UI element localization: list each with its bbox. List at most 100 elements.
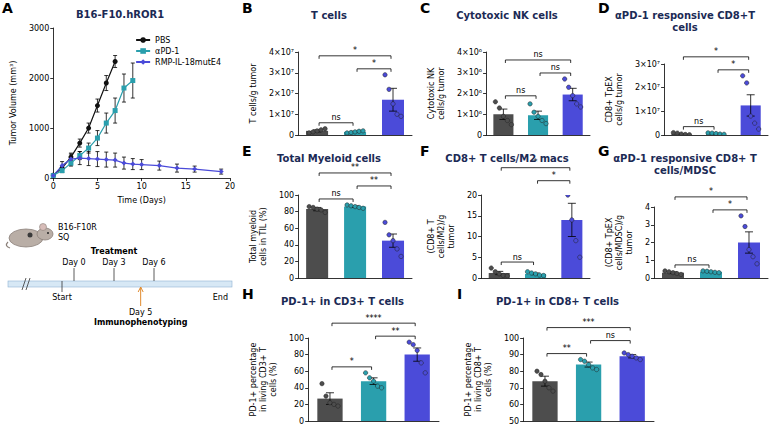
svg-text:100: 100 bbox=[504, 334, 519, 343]
svg-text:3×10⁷: 3×10⁷ bbox=[269, 68, 294, 77]
svg-text:15: 15 bbox=[181, 182, 191, 191]
svg-text:tumor: tumor bbox=[625, 230, 634, 255]
svg-text:20: 20 bbox=[284, 257, 294, 266]
svg-text:2: 2 bbox=[645, 238, 650, 247]
svg-text:5: 5 bbox=[95, 182, 100, 191]
svg-text:*: * bbox=[552, 171, 556, 180]
svg-text:0: 0 bbox=[44, 174, 49, 183]
svg-text:**: ** bbox=[351, 163, 359, 172]
svg-text:Total Myeloid cells: Total Myeloid cells bbox=[277, 153, 381, 164]
svg-text:**: ** bbox=[391, 327, 399, 336]
svg-text:**: ** bbox=[563, 344, 571, 353]
svg-text:in living CD8+ T: in living CD8+ T bbox=[474, 347, 483, 412]
svg-text:10: 10 bbox=[467, 232, 477, 241]
svg-text:αPD-1 responsive CD8+ T: αPD-1 responsive CD8+ T bbox=[613, 153, 757, 164]
svg-text:cells/MDSC: cells/MDSC bbox=[654, 165, 716, 176]
svg-text:Day 3: Day 3 bbox=[102, 258, 125, 267]
svg-text:5: 5 bbox=[472, 253, 477, 262]
svg-text:0: 0 bbox=[51, 182, 56, 191]
svg-text:(CD8+ T: (CD8+ T bbox=[427, 219, 436, 253]
svg-text:20: 20 bbox=[294, 400, 304, 409]
svg-text:100: 100 bbox=[289, 334, 304, 343]
svg-text:cells: cells bbox=[672, 22, 698, 33]
svg-text:cells in TIL (%): cells in TIL (%) bbox=[259, 207, 268, 265]
svg-text:SQ: SQ bbox=[58, 233, 69, 242]
svg-text:Total myeloid: Total myeloid bbox=[249, 210, 258, 264]
svg-text:A: A bbox=[2, 0, 13, 16]
svg-text:cells/MDSC)/g: cells/MDSC)/g bbox=[615, 215, 624, 270]
svg-text:PD-1+ percentage: PD-1+ percentage bbox=[249, 343, 258, 417]
svg-text:cells/g tumor: cells/g tumor bbox=[615, 73, 624, 126]
svg-text:H: H bbox=[242, 286, 254, 302]
svg-text:*: * bbox=[353, 46, 357, 55]
svg-text:*: * bbox=[709, 187, 713, 196]
svg-text:100: 100 bbox=[279, 191, 294, 200]
svg-text:15: 15 bbox=[467, 211, 477, 220]
svg-text:0: 0 bbox=[472, 274, 477, 283]
svg-text:ns: ns bbox=[331, 113, 340, 122]
svg-text:10: 10 bbox=[137, 182, 147, 191]
svg-text:D: D bbox=[598, 0, 610, 16]
svg-text:70: 70 bbox=[509, 383, 519, 392]
svg-text:ns: ns bbox=[513, 253, 522, 262]
svg-text:*: * bbox=[714, 47, 718, 56]
svg-text:cells (%): cells (%) bbox=[269, 362, 278, 396]
svg-text:B16-F10.hROR1: B16-F10.hROR1 bbox=[76, 9, 164, 20]
svg-text:E: E bbox=[242, 143, 252, 159]
svg-text:B: B bbox=[242, 0, 253, 16]
svg-text:B16-F10R: B16-F10R bbox=[58, 223, 97, 232]
svg-text:4×10⁶: 4×10⁶ bbox=[457, 48, 482, 57]
svg-text:Cytotoxic NK: Cytotoxic NK bbox=[427, 67, 436, 119]
svg-text:2×10⁷: 2×10⁷ bbox=[269, 89, 294, 98]
svg-text:G: G bbox=[598, 143, 610, 159]
svg-text:cells/M2)/g: cells/M2)/g bbox=[437, 215, 446, 259]
svg-text:4×10⁷: 4×10⁷ bbox=[269, 48, 294, 57]
svg-text:Time (Days): Time (Days) bbox=[116, 196, 165, 205]
svg-text:ns: ns bbox=[606, 331, 615, 340]
svg-text:Tumor Volume (mm³): Tumor Volume (mm³) bbox=[9, 61, 18, 147]
svg-text:PD-1+ in CD3+ T cells: PD-1+ in CD3+ T cells bbox=[281, 296, 404, 307]
svg-text:ns: ns bbox=[687, 255, 696, 264]
svg-text:αPD-1 responsive CD8+T: αPD-1 responsive CD8+T bbox=[615, 10, 755, 21]
svg-text:CD8+ T cells/M2 macs: CD8+ T cells/M2 macs bbox=[445, 153, 568, 164]
svg-text:20: 20 bbox=[467, 191, 477, 200]
svg-text:I: I bbox=[457, 286, 462, 302]
svg-text:Start: Start bbox=[52, 293, 72, 302]
svg-text:*: * bbox=[728, 200, 732, 209]
svg-text:0: 0 bbox=[645, 274, 650, 283]
svg-text:1: 1 bbox=[645, 256, 650, 265]
svg-text:ns: ns bbox=[533, 50, 542, 59]
svg-text:***: *** bbox=[583, 318, 595, 327]
svg-text:cells (%): cells (%) bbox=[484, 362, 493, 396]
svg-text:3000: 3000 bbox=[29, 24, 49, 33]
svg-text:3: 3 bbox=[645, 220, 650, 229]
svg-text:Day 0: Day 0 bbox=[62, 258, 85, 267]
svg-text:****: **** bbox=[366, 314, 382, 323]
svg-text:50: 50 bbox=[509, 417, 519, 426]
svg-text:PD-1+ in CD8+ T cells: PD-1+ in CD8+ T cells bbox=[496, 296, 619, 307]
svg-text:20: 20 bbox=[225, 182, 235, 191]
svg-text:Treatment: Treatment bbox=[91, 247, 138, 256]
svg-text:ns: ns bbox=[516, 86, 525, 95]
svg-text:Immunophenotyping: Immunophenotyping bbox=[94, 318, 188, 327]
svg-text:ns: ns bbox=[694, 117, 703, 126]
svg-text:*: * bbox=[372, 59, 376, 68]
svg-text:0: 0 bbox=[477, 131, 482, 140]
svg-text:4: 4 bbox=[645, 203, 650, 212]
svg-text:αPD-1: αPD-1 bbox=[155, 47, 179, 56]
svg-text:T cells/g tumor: T cells/g tumor bbox=[249, 63, 258, 125]
svg-text:*: * bbox=[731, 60, 735, 69]
svg-text:3×10⁷: 3×10⁷ bbox=[635, 60, 660, 69]
svg-text:in living CD3+ T: in living CD3+ T bbox=[259, 347, 268, 412]
svg-text:CD8+ TpEX: CD8+ TpEX bbox=[605, 76, 614, 123]
svg-text:Day 6: Day 6 bbox=[142, 258, 165, 267]
svg-text:ns: ns bbox=[331, 189, 340, 198]
svg-text:PBS: PBS bbox=[155, 36, 170, 45]
svg-text:RMP-IL-18mutE4: RMP-IL-18mutE4 bbox=[155, 58, 221, 67]
svg-text:0: 0 bbox=[289, 274, 294, 283]
svg-text:End: End bbox=[213, 293, 228, 302]
svg-text:*: * bbox=[350, 357, 354, 366]
svg-text:80: 80 bbox=[509, 367, 519, 376]
svg-text:80: 80 bbox=[294, 350, 304, 359]
svg-text:Cytotoxic NK cells: Cytotoxic NK cells bbox=[456, 10, 558, 21]
